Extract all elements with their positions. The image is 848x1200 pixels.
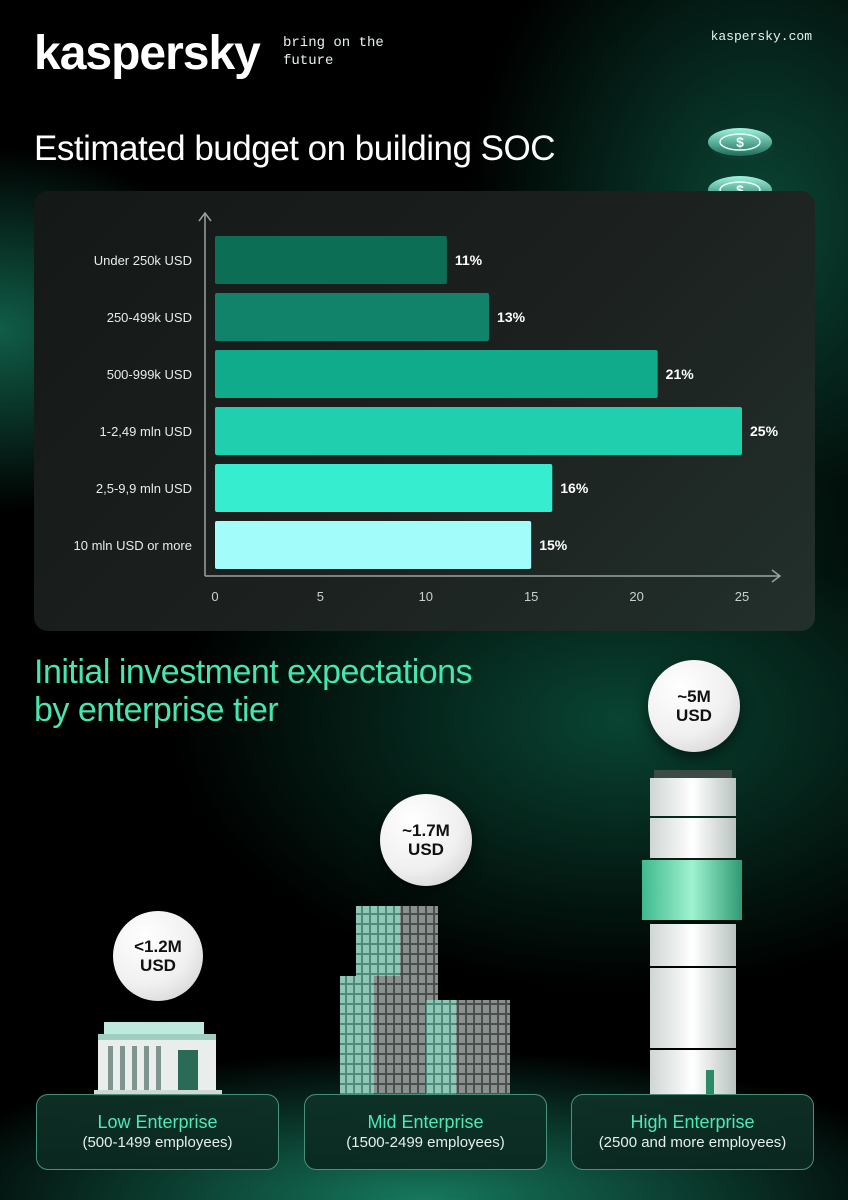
mid-tier-name: Mid Enterprise bbox=[367, 1112, 484, 1132]
low-tier-currency: USD bbox=[140, 956, 176, 975]
data-label: 16% bbox=[560, 480, 589, 496]
x-tick-label: 0 bbox=[211, 589, 218, 604]
category-label: 1-2,49 mln USD bbox=[100, 424, 192, 439]
bar bbox=[215, 350, 658, 398]
chart-panel: Under 250k USD 11% 250-499k USD 13% 500-999k… bbox=[34, 191, 815, 631]
bar-chart: Under 250k USD 11% 250-499k USD 13% 500-999k… bbox=[74, 211, 782, 604]
website-link[interactable]: kaspersky.com bbox=[710, 29, 812, 44]
bar bbox=[215, 521, 532, 569]
data-label: 25% bbox=[750, 423, 779, 439]
chart-title: Estimated budget on building SOC bbox=[34, 129, 556, 168]
category-label: Under 250k USD bbox=[94, 253, 192, 268]
bar bbox=[215, 293, 490, 341]
data-label: 11% bbox=[455, 252, 483, 268]
kaspersky-logo: kaspersky bbox=[34, 27, 261, 80]
y-axis-arrow bbox=[198, 211, 212, 222]
bar bbox=[215, 236, 447, 284]
svg-text:$: $ bbox=[736, 182, 744, 198]
low-tier-amount: <1.2M bbox=[134, 937, 182, 956]
x-tick-label: 10 bbox=[419, 589, 433, 604]
high-tier-currency: USD bbox=[676, 706, 712, 725]
bar bbox=[215, 407, 742, 455]
x-tick-label: 20 bbox=[629, 589, 643, 604]
category-label: 2,5-9,9 mln USD bbox=[96, 481, 192, 496]
tiers-title: Initial investment expectations by enter… bbox=[34, 653, 594, 729]
high-tier-amount-badge: ~5M USD bbox=[648, 660, 740, 752]
low-tier-employees: (500-1499 employees) bbox=[82, 1134, 233, 1151]
category-label: 10 mln USD or more bbox=[74, 538, 192, 553]
x-tick-label: 25 bbox=[735, 589, 749, 604]
mid-tier-currency: USD bbox=[408, 840, 444, 859]
category-label: 500-999k USD bbox=[107, 367, 192, 382]
low-building-icon bbox=[94, 1022, 222, 1096]
bar bbox=[215, 464, 553, 512]
mid-buildings-icon bbox=[340, 906, 510, 1094]
category-label: 250-499k USD bbox=[107, 310, 192, 325]
tiers-title-line1: Initial investment expectations bbox=[34, 653, 473, 691]
tagline: bring on the future bbox=[283, 35, 384, 69]
high-tier-employees: (2500 and more employees) bbox=[598, 1134, 787, 1151]
high-tier-amount: ~5M bbox=[677, 687, 711, 706]
low-tier-name: Low Enterprise bbox=[97, 1112, 218, 1132]
mid-tier-amount: ~1.7M bbox=[402, 821, 450, 840]
x-axis-arrow bbox=[771, 569, 782, 583]
data-label: 13% bbox=[497, 309, 526, 325]
mid-tier-card: Mid Enterprise (1500-2499 employees) bbox=[304, 1094, 547, 1170]
tiers-title-line2: by enterprise tier bbox=[34, 691, 279, 729]
mid-tier-employees: (1500-2499 employees) bbox=[346, 1134, 505, 1151]
high-tier-name: High Enterprise bbox=[630, 1112, 755, 1132]
x-tick-label: 5 bbox=[317, 589, 324, 604]
data-label: 15% bbox=[539, 537, 568, 553]
data-label: 21% bbox=[666, 366, 695, 382]
tower-icon bbox=[642, 770, 742, 1094]
high-tier-card: High Enterprise (2500 and more employees… bbox=[571, 1094, 814, 1170]
x-tick-label: 15 bbox=[524, 589, 538, 604]
mid-tier-amount-badge: ~1.7M USD bbox=[380, 794, 472, 886]
svg-text:$: $ bbox=[736, 134, 744, 150]
low-tier-amount-badge: <1.2M USD bbox=[113, 911, 203, 1001]
low-tier-card: Low Enterprise (500-1499 employees) bbox=[36, 1094, 279, 1170]
